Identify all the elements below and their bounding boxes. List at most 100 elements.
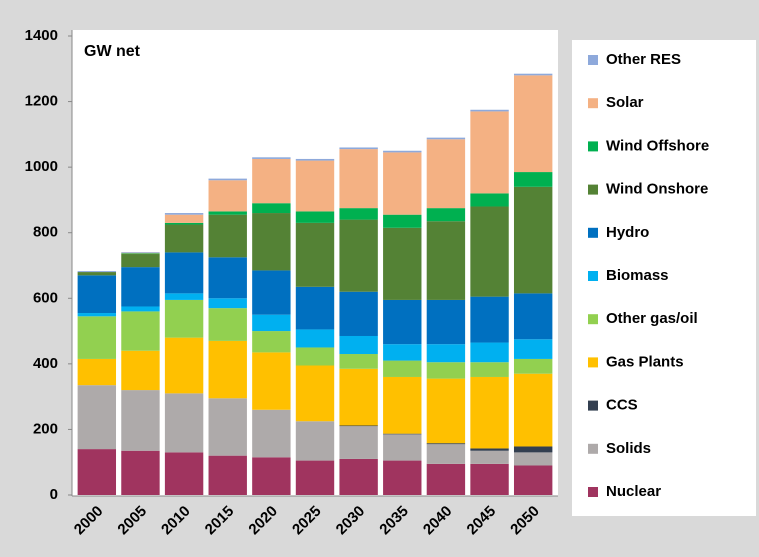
bar-segment [470, 448, 509, 451]
bar-segment [164, 222, 204, 225]
legend-label: Other RES [606, 51, 681, 68]
bar-segment [164, 452, 204, 495]
bar-segment [513, 172, 553, 187]
bar-segment [208, 211, 247, 215]
bar-segment [426, 443, 466, 445]
bar-segment [121, 306, 160, 312]
annotation: GW net [84, 43, 141, 60]
bar-segment [164, 224, 204, 253]
bar-segment [513, 73, 553, 76]
y-tick-label: 200 [33, 420, 58, 437]
bar-segment [121, 252, 160, 253]
bar-segment [339, 208, 378, 220]
bar-segment [339, 425, 378, 427]
bar-segment [164, 213, 204, 215]
y-tick-label: 600 [33, 289, 58, 306]
legend-swatch [588, 487, 598, 497]
bar-segment [252, 331, 291, 353]
bar-segment [339, 219, 378, 292]
legend-label: Wind Offshore [606, 137, 709, 154]
bar-segment [77, 449, 117, 495]
bar-segment [295, 286, 335, 330]
bar-segment [295, 158, 335, 161]
bar-segment [252, 352, 291, 410]
bar-segment [513, 358, 553, 374]
bar-segment [164, 214, 204, 223]
bar-segment [426, 221, 466, 300]
legend-label: Solar [606, 94, 644, 111]
bar-segment [164, 252, 204, 294]
legend-label: Other gas/oil [606, 310, 698, 327]
bar-segment [470, 111, 509, 194]
bar-segment [164, 293, 204, 300]
bar-segment [208, 398, 247, 456]
legend-swatch [588, 357, 598, 368]
legend-swatch [588, 443, 598, 454]
legend-label: Solids [606, 440, 651, 457]
bar-segment [513, 465, 553, 495]
bar-segment [252, 158, 291, 204]
bar-segment [383, 344, 422, 361]
bar-segment [121, 450, 160, 495]
bar-segment [426, 139, 466, 209]
bar-segment [339, 149, 378, 209]
bar-segment [121, 254, 160, 268]
legend-swatch [588, 55, 598, 65]
legend-swatch [588, 271, 598, 281]
bar-segment [77, 275, 117, 314]
bar-segment [295, 160, 335, 212]
bar-segment [513, 75, 553, 173]
bar-segment [426, 444, 466, 464]
bar-segment [513, 446, 553, 453]
bar-segment [339, 335, 378, 355]
bar-segment [513, 293, 553, 340]
bar-segment [77, 316, 117, 359]
bar-segment [383, 460, 422, 495]
bar-segment [208, 308, 247, 341]
bar-segment [513, 339, 553, 359]
bar-segment [295, 365, 335, 422]
bar-segment [295, 211, 335, 223]
bar-segment [77, 271, 117, 273]
bar-segment [121, 311, 160, 351]
bar-segment [208, 455, 247, 495]
legend-label: Biomass [606, 267, 669, 284]
y-tick-label: 800 [33, 224, 58, 241]
bar-segment [470, 296, 509, 343]
bar-segment [383, 150, 422, 153]
bar-segment [383, 360, 422, 377]
legend-swatch [588, 400, 598, 411]
bar-segment [295, 421, 335, 461]
bar-segment [470, 376, 509, 449]
bar-segment [470, 362, 509, 377]
legend-swatch [588, 184, 598, 195]
bar-segment [252, 409, 291, 458]
bar-segment [164, 299, 204, 338]
bar-segment [470, 109, 509, 112]
bar-segment [426, 344, 466, 363]
bar-segment [383, 376, 422, 434]
bar-segment [339, 426, 378, 459]
bar-segment [295, 329, 335, 348]
bar-segment [121, 253, 160, 255]
bar-segment [121, 390, 160, 451]
legend-swatch [588, 141, 598, 152]
bar-segment [426, 137, 466, 140]
legend-label: CCS [606, 397, 638, 414]
bar-segment [208, 257, 247, 299]
bar-segment [208, 180, 247, 212]
bar-segment [339, 291, 378, 336]
bar-segment [383, 227, 422, 300]
legend-box [572, 40, 756, 516]
bar-segment [470, 206, 509, 297]
y-tick-label: 0 [50, 486, 58, 503]
bar-segment [295, 222, 335, 287]
bar-segment [77, 358, 117, 386]
legend-label: Nuclear [606, 483, 661, 500]
bar-segment [252, 457, 291, 495]
bar-segment [252, 270, 291, 315]
bar-segment [470, 193, 509, 207]
bar-segment [208, 298, 247, 309]
bar-segment [470, 450, 509, 464]
